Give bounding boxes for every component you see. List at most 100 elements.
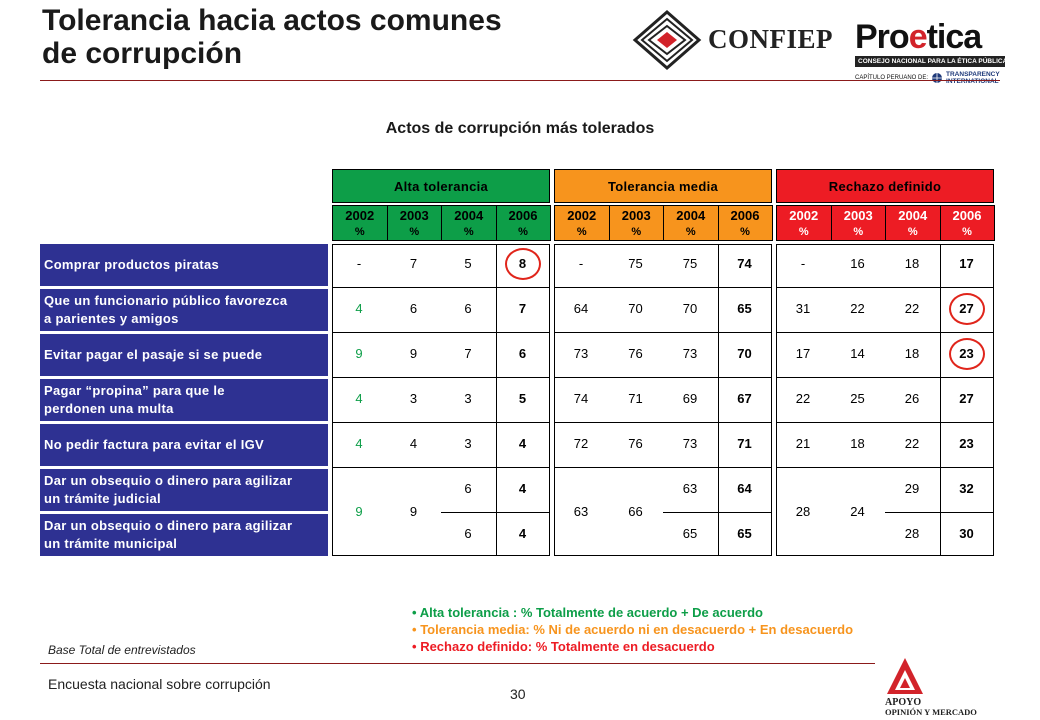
value-cell-tolerancia-media: 75 (628, 256, 643, 271)
row-separator (332, 332, 550, 333)
legend-alta: • Alta tolerancia : % Totalmente de acue… (412, 605, 763, 620)
row-separator (776, 467, 994, 468)
year-label: 2004 (454, 208, 484, 223)
year-header-alta-tolerancia: 2003% (386, 205, 442, 241)
value-cell-alta-tolerancia: 9 (409, 503, 418, 519)
year-header-alta-tolerancia: 2002% (332, 205, 388, 241)
row-separator (554, 377, 772, 378)
row-separator (332, 287, 550, 288)
row-label: Evitar pagar el pasaje si se puede (40, 334, 328, 376)
year-label: 2006 (952, 208, 982, 223)
value-cell-alta-tolerancia: 4 (518, 526, 527, 541)
value-cell-alta-tolerancia: 3 (409, 391, 418, 406)
value-cell-rechazo-definido: 31 (795, 301, 811, 316)
footer-divider (40, 663, 875, 664)
value-cell-alta-tolerancia: 4 (355, 436, 363, 451)
value-cell-tolerancia-media: 64 (573, 301, 589, 316)
year-header-alta-tolerancia: 2004% (441, 205, 497, 241)
year-label: 2003 (399, 208, 429, 223)
page-title: Tolerancia hacia actos comunes de corrup… (42, 4, 502, 70)
value-cell-tolerancia-media: 67 (737, 391, 752, 406)
row-separator (332, 467, 550, 468)
row-label-text: Dar un obsequio o dinero para agilizar u… (44, 473, 293, 506)
group-header-alta-tolerancia: Alta tolerancia (332, 169, 550, 203)
proetica-wordmark: Proetica (855, 18, 982, 56)
year-header-rechazo-definido: 2004% (885, 205, 941, 241)
year-label: 2004 (676, 208, 706, 223)
value-cell-alta-tolerancia: 4 (409, 436, 418, 451)
apoyo-subtitle: OPINIÓN Y MERCADO (885, 707, 977, 717)
year-header-rechazo-definido: 2006% (939, 205, 995, 241)
apoyo-wordmark: APOYO (885, 697, 922, 708)
year-label: 2002 (789, 208, 819, 223)
value-cell-alta-tolerancia: 5 (518, 391, 527, 406)
header-divider (40, 80, 1000, 81)
year-label: 2002 (567, 208, 597, 223)
row-separator (332, 422, 550, 423)
year-label: 2003 (621, 208, 651, 223)
value-cell-tolerancia-media: 69 (682, 391, 698, 406)
value-cell-tolerancia-media: 70 (628, 301, 643, 316)
value-cell-alta-tolerancia: 4 (518, 481, 527, 496)
value-cell-rechazo-definido: 22 (904, 301, 920, 316)
year-header-rechazo-definido: 2002% (776, 205, 832, 241)
value-cell-rechazo-definido: 22 (850, 301, 865, 316)
year-label: 2003 (843, 208, 873, 223)
row-separator (776, 377, 994, 378)
value-cell-rechazo-definido: 17 (959, 256, 974, 271)
value-cell-tolerancia-media: 70 (737, 346, 752, 361)
row-separator (332, 377, 550, 378)
value-cell-alta-tolerancia: 6 (464, 481, 472, 496)
value-cell-rechazo-definido: 18 (850, 436, 865, 451)
value-cell-alta-tolerancia: 6 (518, 346, 527, 361)
title-line-2: de corrupción (42, 37, 243, 70)
value-cell-tolerancia-media: 66 (628, 503, 643, 519)
value-cell-alta-tolerancia: - (356, 256, 362, 271)
value-cell-rechazo-definido: 26 (904, 391, 920, 406)
value-cell-tolerancia-media: 71 (628, 391, 643, 406)
value-cell-rechazo-definido: 22 (795, 391, 811, 406)
percent-label: % (685, 226, 696, 238)
base-note: Base Total de entrevistados (48, 643, 196, 657)
highlight-circle (948, 293, 985, 325)
value-cell-tolerancia-media: 73 (682, 346, 698, 361)
column-separator (939, 244, 941, 556)
row-label: Que un funcionario público favorezca a p… (40, 289, 328, 331)
value-cell-tolerancia-media: 63 (573, 503, 589, 519)
value-cell-tolerancia-media: 70 (682, 301, 698, 316)
confiep-logo: CONFIEP (632, 10, 842, 70)
value-cell-tolerancia-media: 65 (737, 526, 752, 541)
value-cell-alta-tolerancia: 3 (464, 391, 472, 406)
value-cell-tolerancia-media: 63 (682, 481, 698, 496)
percent-label: % (740, 226, 750, 238)
percent-label: % (631, 226, 642, 238)
confiep-emblem-icon (632, 10, 702, 70)
row-label: Comprar productos piratas (40, 244, 328, 286)
row-separator (776, 422, 994, 423)
value-cell-rechazo-definido: 29 (904, 481, 920, 496)
legend: • Alta tolerancia : % Totalmente de acue… (412, 604, 853, 655)
value-cell-rechazo-definido: 18 (904, 346, 920, 361)
value-cell-tolerancia-media: 76 (628, 346, 643, 361)
value-cell-alta-tolerancia: 3 (464, 436, 472, 451)
row-label-text: Pagar “propina” para que le perdonen una… (44, 383, 225, 416)
row-label-text: Dar un obsequio o dinero para agilizar u… (44, 518, 293, 551)
row-label: Dar un obsequio o dinero para agilizar u… (40, 469, 328, 511)
value-cell-tolerancia-media: 74 (573, 391, 589, 406)
value-cell-rechazo-definido: 17 (795, 346, 811, 361)
value-cell-tolerancia-media: - (578, 256, 584, 271)
value-cell-tolerancia-media: 76 (628, 436, 643, 451)
value-cell-rechazo-definido: 23 (959, 436, 974, 451)
table-subtitle: Actos de corrupción más tolerados (385, 120, 655, 137)
year-label: 2004 (898, 208, 928, 223)
proetica-tagline: CONSEJO NACIONAL PARA LA ÉTICA PÚBLICA (855, 56, 1007, 67)
value-cell-rechazo-definido: 25 (850, 391, 865, 406)
percent-label: % (463, 226, 474, 238)
value-cell-alta-tolerancia: 6 (464, 526, 472, 541)
year-label: 2002 (345, 208, 375, 223)
highlight-circle (504, 248, 541, 280)
value-cell-rechazo-definido: 14 (850, 346, 865, 361)
value-cell-rechazo-definido: 21 (795, 436, 811, 451)
group-body-tolerancia-media (554, 244, 772, 556)
group-header-tolerancia-media: Tolerancia media (554, 169, 772, 203)
